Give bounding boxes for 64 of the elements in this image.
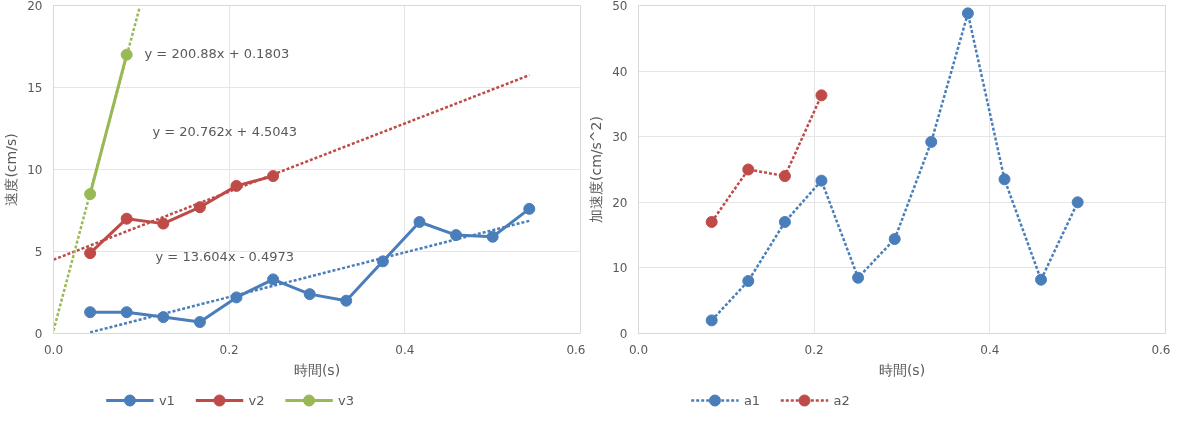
y-tick-label: 10 — [612, 261, 628, 276]
point — [961, 7, 974, 20]
point — [998, 173, 1011, 186]
legend-label: v1 — [158, 393, 175, 408]
point — [120, 212, 133, 225]
y-tick-label: 15 — [27, 81, 43, 95]
x-axis-title: 時間(s) — [293, 361, 341, 378]
y-tick-label: 30 — [612, 130, 628, 145]
point — [523, 202, 536, 215]
x-tick-label: 0.6 — [1151, 342, 1171, 357]
y-tick-label: 0 — [619, 327, 628, 341]
point — [267, 170, 280, 183]
y-tick-label: 20 — [27, 0, 43, 13]
legend-label: a1 — [743, 393, 761, 408]
x-axis-title: 時間(s) — [878, 361, 926, 378]
point — [84, 247, 97, 260]
point — [120, 306, 133, 319]
x-tick-label: 0.0 — [43, 342, 64, 357]
y-tick-label: 40 — [612, 64, 628, 79]
y-tick-label: 10 — [27, 163, 43, 177]
x-tick-label: 0.4 — [980, 342, 1000, 357]
x-tick-label: 0.6 — [566, 342, 586, 357]
legend-label: a2 — [833, 393, 850, 408]
point — [925, 135, 938, 148]
point — [193, 201, 206, 214]
annotation: y = 200.88x + 0.1803 — [144, 45, 290, 61]
point — [742, 275, 755, 288]
y-axis-title: 加速度(cm/s^2) — [588, 116, 605, 223]
point — [450, 229, 463, 242]
point — [340, 294, 353, 307]
point — [815, 89, 828, 102]
point — [852, 271, 865, 284]
point — [815, 174, 828, 187]
point — [267, 273, 280, 286]
y-tick-label: 50 — [612, 0, 628, 13]
point — [742, 163, 755, 176]
point — [888, 233, 901, 246]
x-tick-label: 0.2 — [219, 342, 239, 357]
point — [84, 306, 97, 319]
x-tick-label: 0.2 — [804, 342, 824, 357]
point — [303, 288, 316, 301]
point — [486, 230, 499, 243]
point — [705, 314, 718, 327]
point — [1035, 273, 1048, 286]
point — [1071, 196, 1084, 209]
point — [778, 215, 791, 228]
point — [157, 311, 170, 324]
x-tick-label: 0.0 — [628, 342, 649, 357]
y-tick-label: 20 — [612, 195, 628, 210]
point — [230, 291, 243, 304]
point — [193, 316, 206, 329]
x-tick-label: 0.4 — [395, 342, 415, 357]
y-tick-label: 5 — [34, 245, 43, 259]
point — [413, 215, 426, 228]
point — [778, 170, 791, 183]
point — [376, 255, 389, 268]
y-tick-label: 0 — [34, 327, 43, 341]
point — [157, 217, 170, 230]
legend-label: v2 — [248, 393, 265, 408]
annotation: y = 20.762x + 4.5043 — [152, 124, 298, 140]
legend-label: v3 — [338, 393, 355, 408]
point — [705, 215, 718, 228]
annotation: y = 13.604x - 0.4973 — [155, 248, 295, 264]
y-axis-title: 速度(cm/s) — [3, 133, 20, 206]
